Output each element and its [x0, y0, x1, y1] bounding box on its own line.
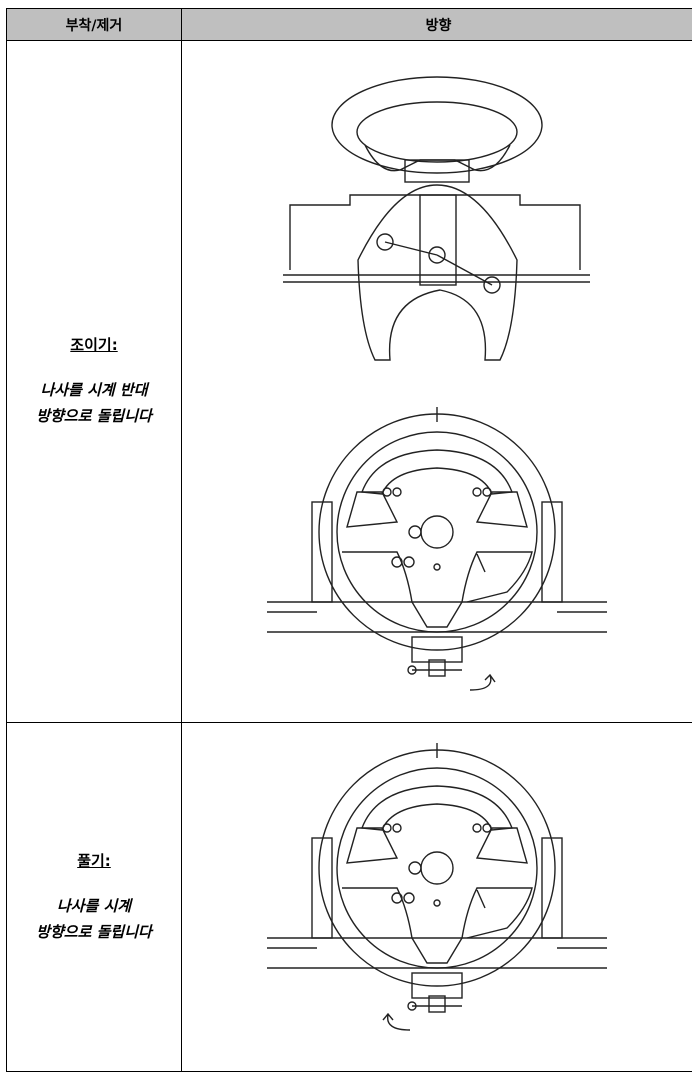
line-art-circle [428, 246, 446, 264]
header-cell: 방향 [181, 8, 692, 41]
wheel-tighten [266, 406, 608, 691]
instruction-line: 방향으로 돌립니다 [36, 407, 152, 425]
header-text: 부착/제거 [65, 17, 123, 34]
line-art-circle [483, 276, 501, 294]
line-art-path [469, 673, 496, 691]
action-cell: 풀기: 나사를 시계 방향으로 돌립니다 [6, 722, 182, 1072]
wheel-loosen [266, 742, 608, 1031]
instruction-line: 나사를 시계 [56, 896, 132, 915]
line-art-path [289, 194, 581, 270]
line-art-use [266, 742, 608, 1013]
header-text: 방향 [425, 17, 452, 34]
instruction-line: 나사를 시계 반대 [40, 381, 148, 399]
clamp-top-view [283, 76, 590, 361]
line-art-rect [419, 194, 457, 286]
line-art-circle [376, 233, 394, 251]
line-art-ellipse [331, 76, 543, 174]
action-label: 풀기: [77, 851, 111, 870]
line-art-path [382, 1012, 411, 1031]
line-art-line [436, 254, 493, 286]
line-art-line [384, 241, 438, 256]
line-art-rect [404, 159, 470, 183]
line-art-ellipse [356, 101, 518, 163]
line-art-use [266, 406, 608, 677]
line-art-path [357, 184, 518, 361]
header-cell: 부착/제거 [6, 8, 182, 41]
instruction-line: 방향으로 돌립니다 [36, 922, 152, 941]
action-label: 조이기: [70, 336, 118, 354]
